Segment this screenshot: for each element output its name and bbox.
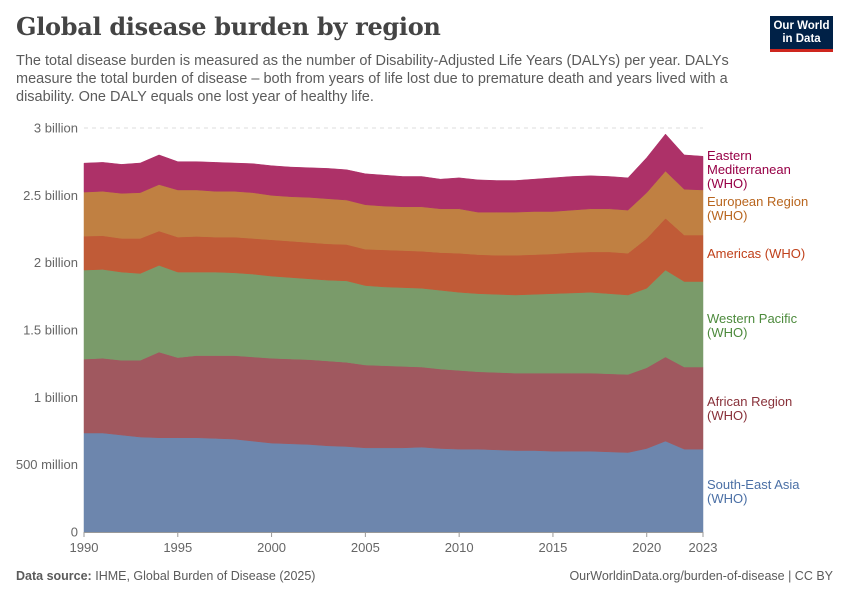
logo-line-2: in Data <box>782 33 821 45</box>
x-tick-label: 2020 <box>632 540 661 555</box>
x-tick-label: 2005 <box>351 540 380 555</box>
x-tick-label: 1990 <box>70 540 99 555</box>
area-eastern-mediterranean-who <box>83 133 704 213</box>
series-label-line: Americas (WHO) <box>707 246 805 261</box>
y-tick-label: 1.5 billion <box>23 323 78 338</box>
x-tick-label: 1995 <box>163 540 192 555</box>
series-label-line: Mediterranean <box>707 162 791 177</box>
y-tick-label: 3 billion <box>34 121 78 136</box>
series-label-line: European Region <box>707 194 808 209</box>
x-tick-label: 2015 <box>538 540 567 555</box>
y-tick-label: 1 billion <box>34 390 78 405</box>
series-label: European Region (WHO) <box>707 194 808 223</box>
x-tick-label: 2023 <box>689 540 718 555</box>
series-label-line: (WHO) <box>707 491 747 506</box>
series-label-line: (WHO) <box>707 408 747 423</box>
chart-title: Global disease burden by region <box>16 12 441 41</box>
y-tick-label: 500 million <box>16 457 78 472</box>
series-label-line: (WHO) <box>707 325 747 340</box>
x-tick-label: 2010 <box>445 540 474 555</box>
series-label: South-East Asia (WHO) <box>707 477 800 506</box>
y-tick-label: 2.5 billion <box>23 188 78 203</box>
logo-line-1: Our World <box>773 20 830 32</box>
series-label: Americas (WHO) <box>707 246 805 261</box>
y-tick-label: 0 <box>71 525 78 540</box>
series-label-line: South-East Asia <box>707 477 800 492</box>
series-label-line: Eastern <box>707 148 752 163</box>
series-label-line: African Region <box>707 394 792 409</box>
series-label-line: (WHO) <box>707 208 747 223</box>
series-label-line: Western Pacific <box>707 311 798 326</box>
series-label-line: (WHO) <box>707 176 747 191</box>
series-label: Eastern Mediterranean (WHO) <box>707 148 791 191</box>
data-source-text: IHME, Global Burden of Disease (2025) <box>95 569 316 583</box>
series-label: Western Pacific (WHO) <box>707 311 798 340</box>
data-source: Data source: IHME, Global Burden of Dise… <box>16 569 315 583</box>
source-link[interactable]: OurWorldinData.org/burden-of-disease | C… <box>569 569 833 583</box>
data-source-label: Data source: <box>16 569 92 583</box>
chart-subtitle: The total disease burden is measured as … <box>16 53 729 105</box>
series-label: African Region (WHO) <box>707 394 792 423</box>
owid-logo[interactable]: Our World in Data <box>770 16 833 52</box>
x-tick-label: 2000 <box>257 540 286 555</box>
y-tick-label: 2 billion <box>34 255 78 270</box>
